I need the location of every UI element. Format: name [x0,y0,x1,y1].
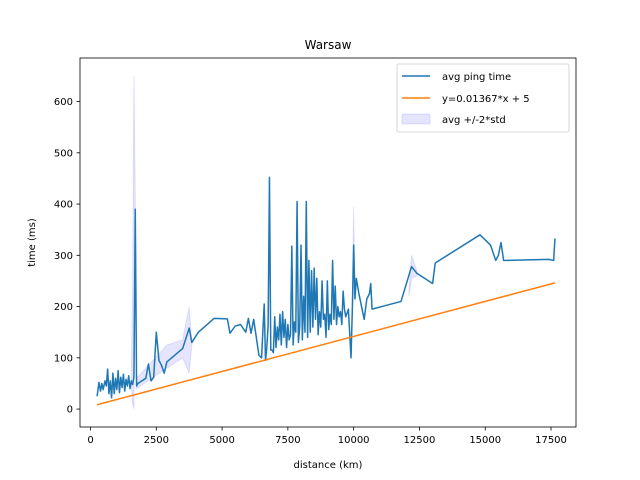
x-tick-label: 15000 [469,435,501,446]
legend-box [396,63,570,133]
x-tick-label: 2500 [144,435,169,446]
y-axis-label: time (ms) [27,218,38,267]
x-tick-label: 10000 [338,435,370,446]
y-tick-label: 0 [67,405,73,416]
axis-ticks: 0 2500 5000 7500 10000 12500 15000 17500 0 100 200… [54,97,567,446]
legend: avg ping time y=0.01367*x + 5 avg +/-2*s… [396,63,570,133]
legend-swatch-band [401,113,431,125]
x-axis-label: distance (km) [294,460,363,471]
avg-ping-line [96,176,556,399]
x-tick-label: 5000 [209,435,234,446]
x-tick-label: 17500 [535,435,567,446]
y-tick-label: 100 [54,353,73,364]
plot-area [96,75,556,410]
legend-label-band: avg +/-2*std [442,115,506,126]
x-tick-label: 0 [87,435,93,446]
x-tick-label: 12500 [404,435,436,446]
y-tick-label: 600 [54,97,73,108]
std-band-segment-0 [130,75,193,410]
fit-line [96,282,556,406]
axes-frame [79,57,577,428]
y-tick-label: 400 [54,200,73,211]
y-tick-label: 300 [54,251,73,262]
x-tick-label: 7500 [275,435,300,446]
chart-title: Warsaw [305,38,352,52]
legend-label-fit: y=0.01367*x + 5 [442,94,530,105]
y-tick-label: 500 [54,148,73,159]
std-band-segment-2 [408,255,418,297]
y-tick-label: 200 [54,302,73,313]
legend-label-avg: avg ping time [442,72,511,83]
